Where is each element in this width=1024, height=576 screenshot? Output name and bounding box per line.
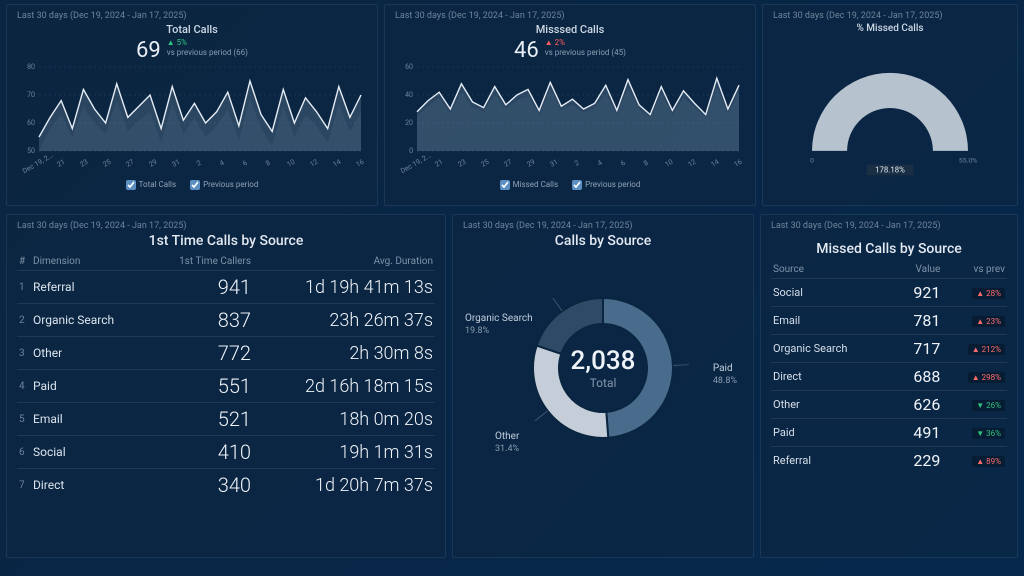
svg-text:14: 14 — [710, 158, 721, 169]
donut-center: 2,038 Total — [571, 346, 636, 390]
svg-text:27: 27 — [125, 158, 136, 169]
svg-text:2: 2 — [573, 159, 580, 168]
svg-text:16: 16 — [733, 158, 744, 169]
table-row[interactable]: 5Email52118h 0m 20s — [17, 403, 435, 436]
donut-title: Calls by Source — [463, 233, 743, 249]
missed-calls-chart: 0 20 40 60 Dec 19, 2...21 23 25 27 29 31 2 4 6 8 10 12 1… — [395, 63, 745, 173]
date-range: Last 30 days (Dec 19, 2024 - Jan 17, 202… — [17, 11, 367, 21]
svg-text:70: 70 — [27, 91, 35, 99]
svg-text:14: 14 — [332, 158, 343, 169]
svg-text:4: 4 — [218, 159, 225, 168]
table-row[interactable]: Paid491▼ 36% — [771, 419, 1007, 447]
svg-text:12: 12 — [687, 158, 698, 169]
total-calls-value: 69 — [136, 38, 161, 63]
date-range: Last 30 days (Dec 19, 2024 - Jan 17, 202… — [395, 11, 745, 21]
svg-text:60: 60 — [405, 63, 413, 71]
missed-by-source-table: Source Value vs prev Social921▲ 28%Email… — [771, 261, 1007, 474]
legend-total[interactable]: Total Calls — [126, 180, 176, 190]
svg-text:6: 6 — [619, 159, 626, 168]
metric-title: Total Calls — [17, 23, 367, 36]
svg-text:8: 8 — [264, 159, 271, 168]
svg-text:8: 8 — [642, 159, 649, 168]
legend-prev[interactable]: Previous period — [572, 180, 640, 190]
svg-text:21: 21 — [56, 158, 67, 169]
svg-text:50: 50 — [27, 147, 35, 155]
table-row[interactable]: Other626▼ 26% — [771, 391, 1007, 419]
table-row[interactable]: 7Direct3401d 20h 7m 37s — [17, 469, 435, 502]
delta-up-icon: ▲ 5% — [167, 38, 187, 47]
svg-text:16: 16 — [355, 158, 366, 169]
svg-text:25: 25 — [102, 158, 113, 169]
table-row[interactable]: Direct688▲ 298% — [771, 363, 1007, 391]
gauge-title: % Missed Calls — [773, 23, 1007, 34]
table-row[interactable]: 6Social41019h 1m 31s — [17, 436, 435, 469]
svg-text:27: 27 — [503, 158, 514, 169]
svg-text:10: 10 — [664, 158, 675, 169]
svg-text:23: 23 — [457, 158, 468, 169]
date-range: Last 30 days (Dec 19, 2024 - Jan 17, 202… — [773, 11, 1007, 21]
table-row[interactable]: Social921▲ 28% — [771, 279, 1007, 307]
slice-label-other: Other31.4% — [495, 431, 519, 455]
svg-text:23: 23 — [79, 158, 90, 169]
metric-title: Misssed Calls — [395, 23, 745, 36]
legend-prev[interactable]: Previous period — [190, 180, 258, 190]
missed-calls-card: Last 30 days (Dec 19, 2024 - Jan 17, 202… — [384, 4, 756, 206]
date-range: Last 30 days (Dec 19, 2024 - Jan 17, 202… — [463, 221, 743, 231]
prev-text: vs previous period (66) — [167, 48, 248, 57]
svg-text:29: 29 — [148, 158, 159, 169]
table-row[interactable]: 3Other7722h 30m 8s — [17, 337, 435, 370]
table-row[interactable]: 4Paid5512d 16h 18m 15s — [17, 370, 435, 403]
table-row[interactable]: 1Referral9411d 19h 41m 13s — [17, 271, 435, 304]
svg-text:31: 31 — [549, 158, 560, 169]
date-range: Last 30 days (Dec 19, 2024 - Jan 17, 202… — [771, 221, 1007, 231]
svg-text:55.0%: 55.0% — [959, 157, 977, 165]
svg-text:29: 29 — [526, 158, 537, 169]
svg-text:25: 25 — [480, 158, 491, 169]
missed-by-source-card: Last 30 days (Dec 19, 2024 - Jan 17, 202… — [760, 214, 1018, 558]
prev-text: vs previous period (45) — [545, 48, 626, 57]
svg-text:10: 10 — [286, 158, 297, 169]
svg-text:178.18%: 178.18% — [875, 165, 905, 174]
svg-text:60: 60 — [27, 119, 35, 127]
first-time-title: 1st Time Calls by Source — [17, 233, 435, 249]
svg-text:80: 80 — [27, 63, 35, 71]
total-calls-chart: 50607080Dec 19, 2...21232527293124681012… — [17, 63, 367, 173]
slice-label-paid: Paid48.8% — [713, 363, 737, 387]
missed-by-source-title: Missed Calls by Source — [771, 241, 1007, 257]
date-range: Last 30 days (Dec 19, 2024 - Jan 17, 202… — [17, 221, 435, 231]
delta-down-icon: ▲ 2% — [545, 38, 565, 47]
total-calls-card: Last 30 days (Dec 19, 2024 - Jan 17, 202… — [6, 4, 378, 206]
first-time-card: Last 30 days (Dec 19, 2024 - Jan 17, 202… — [6, 214, 446, 558]
svg-text:4: 4 — [596, 159, 603, 168]
gauge-chart: 0 55.0% 178.18% — [773, 34, 1007, 184]
legend-missed[interactable]: Missed Calls — [500, 180, 559, 190]
svg-text:Dec 19, 2...: Dec 19, 2... — [399, 151, 433, 173]
svg-text:31: 31 — [171, 158, 182, 169]
first-time-table: # Dimension 1st Time Callers Avg. Durati… — [17, 253, 435, 501]
pct-missed-card: Last 30 days (Dec 19, 2024 - Jan 17, 202… — [762, 4, 1018, 206]
calls-by-source-card: Last 30 days (Dec 19, 2024 - Jan 17, 202… — [452, 214, 754, 558]
slice-label-organic: Organic Search19.8% — [465, 313, 533, 337]
svg-text:0: 0 — [810, 157, 814, 165]
table-row[interactable]: Referral229▲ 89% — [771, 447, 1007, 475]
svg-text:6: 6 — [241, 159, 248, 168]
svg-text:12: 12 — [309, 158, 320, 169]
table-row[interactable]: 2Organic Search83723h 26m 37s — [17, 304, 435, 337]
svg-text:21: 21 — [434, 158, 445, 169]
missed-calls-value: 46 — [514, 38, 539, 63]
table-row[interactable]: Organic Search717▲ 212% — [771, 335, 1007, 363]
table-row[interactable]: Email781▲ 23% — [771, 307, 1007, 335]
svg-text:0: 0 — [409, 147, 413, 155]
svg-text:20: 20 — [405, 119, 413, 127]
svg-text:40: 40 — [405, 91, 413, 99]
svg-text:2: 2 — [195, 159, 202, 168]
